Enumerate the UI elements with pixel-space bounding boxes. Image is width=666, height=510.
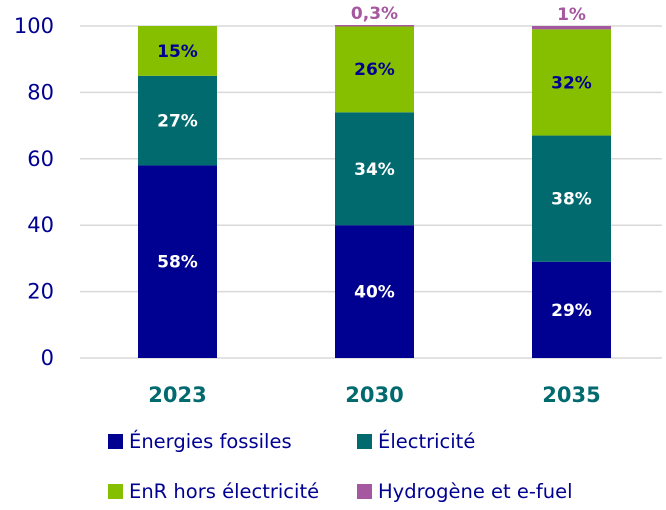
bar-segment [138, 26, 217, 76]
bar-segment [138, 75, 217, 166]
legend-label: Énergies fossiles [129, 430, 292, 453]
x-category-label: 2030 [345, 383, 403, 407]
bar-segment [532, 29, 611, 136]
bar-segment [335, 112, 414, 226]
y-axis-ticks: 0 20 40 60 80 100 [14, 14, 54, 370]
data-label: 0,3% [351, 4, 398, 24]
data-labels: 58% 27% 15% 40% 34% 26% 0,3% 29% 38% 32% 1% [157, 4, 592, 321]
x-category-label: 2023 [148, 383, 206, 407]
bar-segment [532, 135, 611, 262]
legend-swatch [108, 434, 123, 449]
legend-swatch [108, 484, 123, 499]
data-label: 27% [157, 112, 198, 132]
data-label: 58% [157, 253, 198, 273]
data-label: 1% [557, 5, 586, 25]
legend-label: EnR hors électricité [129, 480, 320, 503]
data-label: 29% [551, 301, 592, 321]
bar-segment [335, 225, 414, 358]
y-tick-label: 80 [27, 80, 54, 104]
bar-segment [138, 165, 217, 358]
bars [138, 25, 611, 358]
data-label: 32% [551, 73, 592, 93]
bar-segment [335, 25, 414, 27]
legend-label: Électricité [378, 430, 476, 453]
x-axis-categories: 2023 2030 2035 [148, 383, 600, 407]
y-tick-label: 0 [41, 346, 54, 370]
x-category-label: 2035 [542, 383, 600, 407]
legend-item-enr: EnR hors électricité [108, 480, 319, 503]
data-label: 38% [551, 190, 592, 210]
legend-item-electricite: Électricité [357, 430, 475, 453]
y-tick-label: 20 [27, 280, 54, 304]
y-tick-label: 60 [27, 147, 54, 171]
legend-swatch [357, 434, 372, 449]
y-tick-label: 40 [27, 213, 54, 237]
bar-segment [532, 261, 611, 358]
data-label: 40% [354, 283, 395, 303]
legend-swatch [357, 484, 372, 499]
legend-item-hydrogene: Hydrogène et e-fuel [357, 480, 573, 503]
data-label: 15% [157, 42, 198, 62]
stacked-bar-chart: 0 20 40 60 80 100 58% 27% 15% 40% 34% 26% 0,3% 29% 38… [14, 4, 662, 407]
data-label: 26% [354, 60, 395, 80]
bar-segment [532, 26, 611, 30]
bar-segment [335, 26, 414, 113]
data-label: 34% [354, 160, 395, 180]
y-tick-label: 100 [14, 14, 54, 38]
legend-label: Hydrogène et e-fuel [378, 480, 573, 503]
legend-item-fossiles: Énergies fossiles [108, 430, 292, 453]
